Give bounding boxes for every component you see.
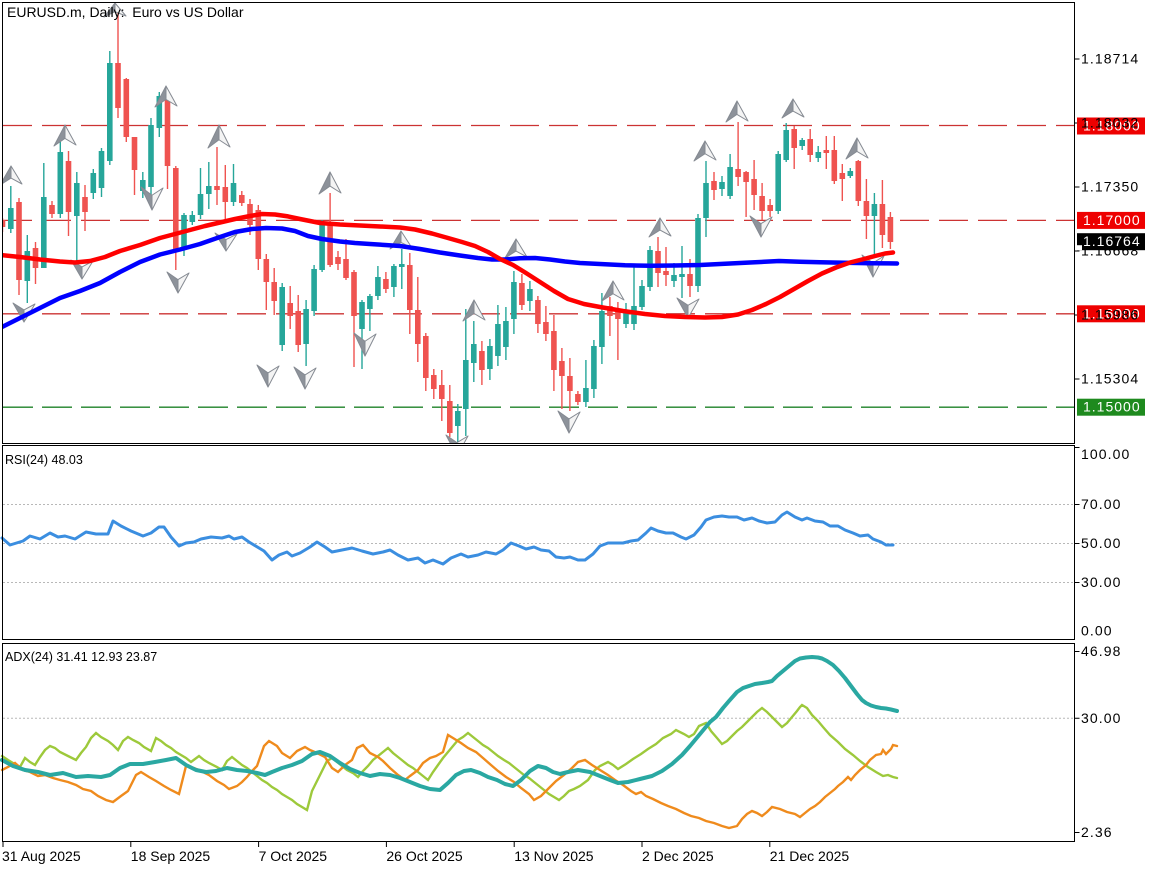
svg-text:2.36: 2.36 xyxy=(1081,824,1113,840)
svg-text:100.00: 100.00 xyxy=(1081,446,1130,462)
svg-text:46.98: 46.98 xyxy=(1081,643,1122,659)
svg-text:31 Aug 2025: 31 Aug 2025 xyxy=(2,848,81,864)
svg-text:ADX(24) 31.41 12.93 23.87: ADX(24) 31.41 12.93 23.87 xyxy=(5,650,157,664)
svg-text:2 Dec 2025: 2 Dec 2025 xyxy=(642,848,714,864)
svg-text:1.16000: 1.16000 xyxy=(1083,305,1141,321)
svg-text:21 Dec 2025: 21 Dec 2025 xyxy=(770,848,850,864)
svg-text:1.15986: 1.15986 xyxy=(1081,307,1139,323)
svg-text:1.17000: 1.17000 xyxy=(1083,212,1141,228)
svg-text:70.00: 70.00 xyxy=(1081,496,1122,512)
svg-text:30.00: 30.00 xyxy=(1081,574,1122,590)
svg-text:1.18714: 1.18714 xyxy=(1081,51,1139,67)
svg-text:0.00: 0.00 xyxy=(1081,623,1113,639)
svg-text:RSI(24) 48.03: RSI(24) 48.03 xyxy=(5,453,83,467)
svg-text:13 Nov 2025: 13 Nov 2025 xyxy=(514,848,594,864)
svg-text:1.18032: 1.18032 xyxy=(1081,115,1139,131)
svg-text:EURUSD.m, Daily: Euro vs US D: EURUSD.m, Daily: Euro vs US Dollar xyxy=(7,4,244,20)
svg-text:1.17350: 1.17350 xyxy=(1081,179,1139,195)
svg-text:30.00: 30.00 xyxy=(1081,710,1122,726)
svg-text:50.00: 50.00 xyxy=(1081,535,1122,551)
svg-text:1.15304: 1.15304 xyxy=(1081,371,1139,387)
svg-text:7 Oct 2025: 7 Oct 2025 xyxy=(259,848,328,864)
svg-text:1.15000: 1.15000 xyxy=(1083,399,1141,415)
svg-text:26 Oct 2025: 26 Oct 2025 xyxy=(386,848,462,864)
svg-text:1.18000: 1.18000 xyxy=(1083,118,1141,134)
svg-text:18 Sep 2025: 18 Sep 2025 xyxy=(131,848,211,864)
svg-text:1.16764: 1.16764 xyxy=(1083,233,1141,249)
